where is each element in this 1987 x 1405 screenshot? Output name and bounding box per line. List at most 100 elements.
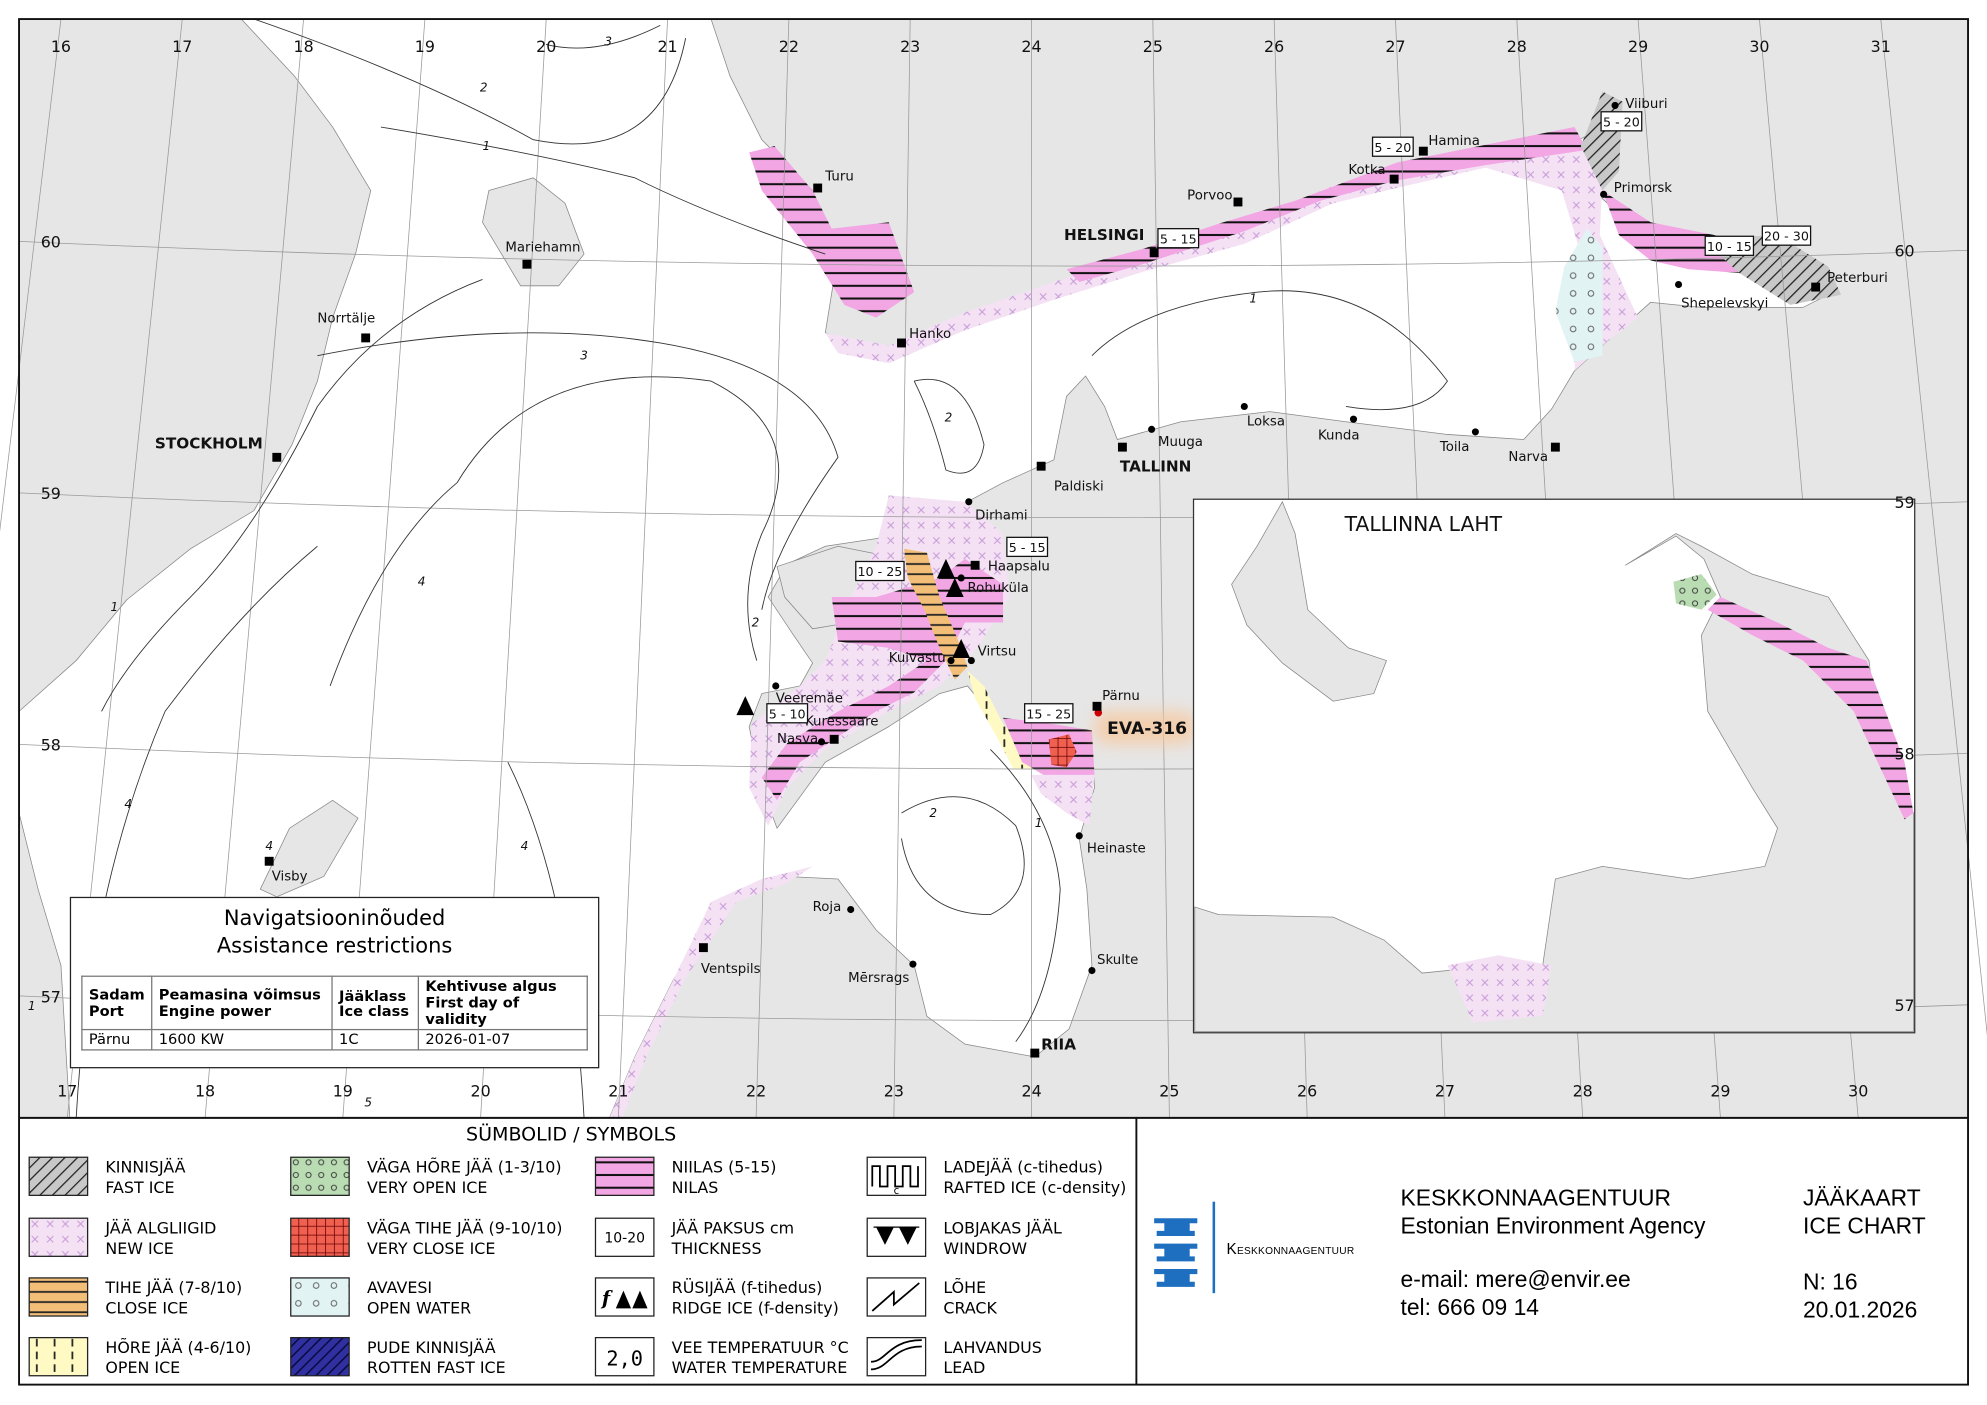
place[interactable]: HELSINGI [1064,226,1159,258]
ridge-ice-icon [736,696,755,716]
place[interactable]: Narva [1508,442,1560,465]
svg-text:10-20: 10-20 [604,1230,645,1246]
longitude-label: 24 [1022,1081,1042,1100]
legend-label-et: TIHE JÄÄ (7-8/10) [105,1277,243,1297]
place[interactable]: Heinaste [1075,832,1146,856]
place[interactable]: Ventspils [698,943,761,977]
place[interactable]: Norrtälje [317,312,375,343]
place-label: Paldiski [1054,479,1104,494]
place[interactable]: Toila [1439,428,1479,455]
place-label: Toila [1439,440,1470,455]
place[interactable]: Porvoo [1187,188,1243,207]
contour-label: 3 [604,35,612,49]
place[interactable]: Paldiski [1036,461,1104,495]
place-label: Muuga [1158,435,1203,450]
port-marker-icon [361,333,371,343]
legend-label-en: CLOSE ICE [105,1298,189,1318]
legend: SÜMBOLID / SYMBOLS KINNISJÄÄ FAST ICE JÄÄ … [19,1118,1136,1385]
legend-label-et: PUDE KINNISJÄÄ [366,1337,496,1357]
place[interactable]: Primorsk [1600,181,1672,198]
place[interactable]: Skulte [1088,953,1138,975]
inset-new-ice [1447,955,1552,1023]
ice-thickness-value: 5 - 15 [1009,540,1046,555]
place[interactable]: Turu [813,169,854,193]
ice-thickness-box: 5 - 15 [1006,536,1049,558]
place[interactable]: Kotka [1348,163,1399,184]
legend-label-et: VEE TEMPERATUUR °C [671,1337,849,1357]
legend-label-et: JÄÄ ALGLIIGID [105,1218,217,1238]
place-label: Viiburi [1625,97,1667,112]
place[interactable]: Haapsalu [970,559,1050,574]
place-label: Mariehamn [505,241,580,256]
svg-text:f: f [600,1288,613,1310]
new-ice-finland [825,137,1638,371]
legend-label-en: CRACK [943,1298,997,1318]
legend-label: LADEJÄÄ (c-tihedus) RAFTED ICE (c-density… [943,1157,1126,1198]
assistance-restrictions-panel: Navigatsiooninõuded Assistance restricti… [69,896,600,1069]
place[interactable]: Kuivastu [889,651,955,666]
place[interactable]: Muuga [1148,425,1203,450]
highlight-glow [1094,711,1197,745]
longitude-label: 19 [415,37,435,56]
new-ice-gulf-of-riga-east [1030,774,1095,826]
place-markers: Turu Hanko Mariehamn Norrtälje STOCKHOLM Visb… [155,97,1888,1058]
place[interactable]: Pärnu [1092,689,1140,711]
vessel-label[interactable]: EVA-316 [1107,719,1187,739]
place[interactable]: Viiburi [1611,97,1668,112]
place[interactable]: Kunda [1318,415,1360,444]
town-marker-icon [1349,415,1358,423]
place[interactable]: Nasva [777,732,826,747]
ice-thickness-box: 15 - 25 [1024,703,1074,724]
place[interactable]: Kuressaare [805,714,879,744]
place[interactable]: Dirhami [965,498,1028,524]
longitude-label: 22 [779,37,799,56]
port-marker-icon [1036,461,1046,471]
place[interactable]: Loksa [1240,402,1285,430]
legend-label-en: THICKNESS [671,1238,762,1258]
contour-label: 3 [580,348,588,362]
legend-label-en: RIDGE ICE (f-density) [671,1298,839,1318]
place[interactable]: Veeremäe [772,682,843,706]
place-label: Heinaste [1087,841,1146,856]
legend-label: HÕRE JÄÄ (4-6/10) OPEN ICE [105,1338,251,1379]
place[interactable]: Hanko [897,327,951,348]
header-validity-en: First day of validity [425,993,520,1028]
place[interactable]: Mariehamn [505,241,580,269]
contour-label: 5 [364,1095,372,1109]
new-ice-latvia [609,866,813,1118]
chart-title-en: ICE CHART [1802,1213,1926,1239]
place-label: Ventspils [701,962,761,977]
open-water-east [1555,228,1603,363]
place[interactable]: Roja [813,900,855,915]
place[interactable]: Rohuküla [957,574,1029,596]
place[interactable]: Shepelevskyi [1674,280,1768,311]
fast-swatch-icon [28,1156,89,1196]
town-marker-icon [965,498,973,506]
contour-label: 1 [28,999,36,1013]
port-marker-icon [1389,174,1399,184]
place[interactable]: Visby [264,856,308,885]
ridge-ice-icon [952,638,971,659]
place[interactable]: Hamina [1418,134,1480,156]
longitude-label: 18 [195,1081,215,1100]
cell-iceclass: 1C [331,1028,420,1051]
meridian-line [755,19,790,1118]
place[interactable]: RIIA [1030,1035,1076,1058]
town-marker-icon [1148,425,1156,433]
legend-label-et: KINNISJÄÄ [105,1157,186,1177]
symbol-swatch-icon [866,1217,927,1257]
longitude-label: 27 [1435,1081,1455,1100]
place[interactable]: Virtsu [967,644,1017,665]
longitude-label: 31 [1871,37,1891,56]
place[interactable]: TALLINN [1117,442,1191,476]
agency-email[interactable]: e-mail: mere@envir.ee [1400,1266,1631,1292]
place[interactable]: STOCKHOLM [155,434,282,462]
place-label: Hanko [909,327,951,342]
place[interactable]: Mērsrags [848,960,917,986]
place[interactable]: Peterburi [1811,271,1888,292]
town-marker-icon [1471,428,1479,436]
port-marker-icon [272,452,282,462]
header-power-en: Engine power [158,1001,272,1020]
legend-label-en: NEW ICE [105,1238,174,1258]
